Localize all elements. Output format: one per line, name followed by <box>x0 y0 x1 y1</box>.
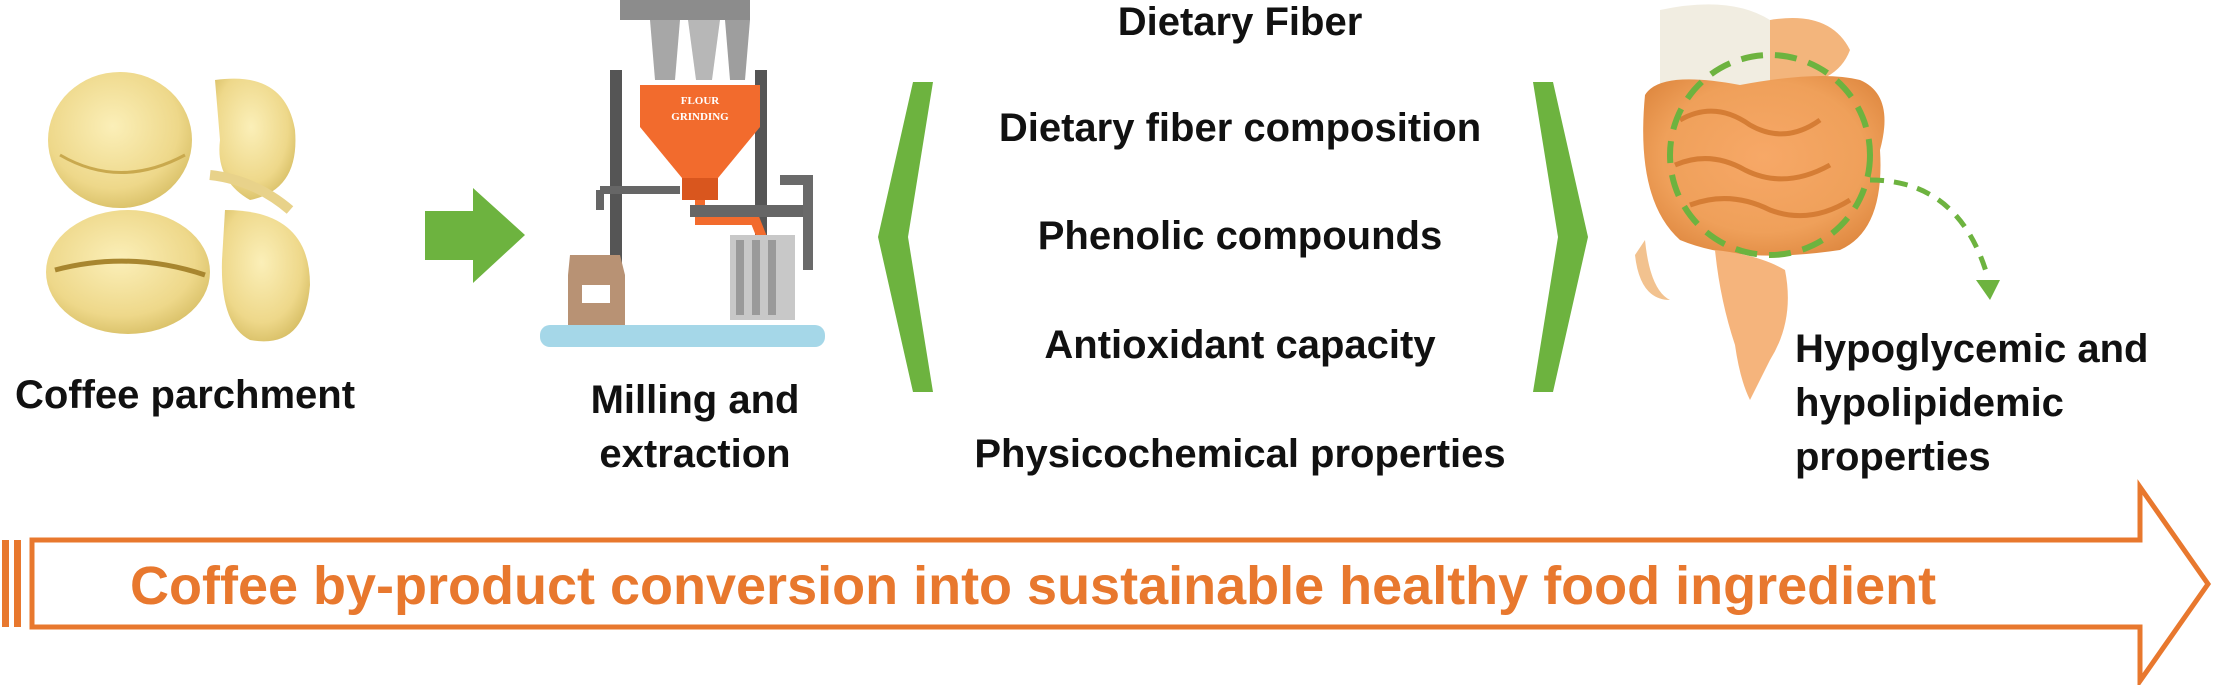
outcome-label: Hypoglycemic and hypolipidemic propertie… <box>1795 322 2213 484</box>
property-phenolic-compounds: Phenolic compounds <box>1037 214 1443 258</box>
milling-label: Milling and extraction <box>545 373 845 481</box>
flow-arrow-icon <box>425 188 525 283</box>
outcome-label-line2: hypolipidemic <box>1795 381 2064 425</box>
machine-sign-line2: GRINDING <box>671 111 729 123</box>
outcome-label-line3: properties <box>1795 435 1991 479</box>
coffee-parchment-image <box>46 72 310 342</box>
digestive-system-image <box>1635 4 2000 400</box>
milling-machine-image: FLOUR GRINDING <box>540 0 825 347</box>
property-dietary-fiber: Dietary Fiber <box>1117 0 1363 44</box>
bracket-left-icon <box>878 82 933 392</box>
machine-sign-line1: FLOUR <box>681 95 721 107</box>
outcome-label-line1: Hypoglycemic and <box>1795 327 2149 371</box>
banner-arrow <box>2 479 2212 685</box>
coffee-parchment-label: Coffee parchment <box>14 373 356 417</box>
milling-label-line1: Milling and <box>590 378 800 422</box>
banner-text: Coffee by-product conversion into sustai… <box>130 556 1937 616</box>
bracket-right-icon <box>1533 82 1588 392</box>
milling-label-line2: extraction <box>599 432 791 476</box>
property-physicochemical: Physicochemical properties <box>974 432 1506 476</box>
property-antioxidant-capacity: Antioxidant capacity <box>1044 323 1436 367</box>
property-fiber-composition: Dietary fiber composition <box>998 106 1482 150</box>
